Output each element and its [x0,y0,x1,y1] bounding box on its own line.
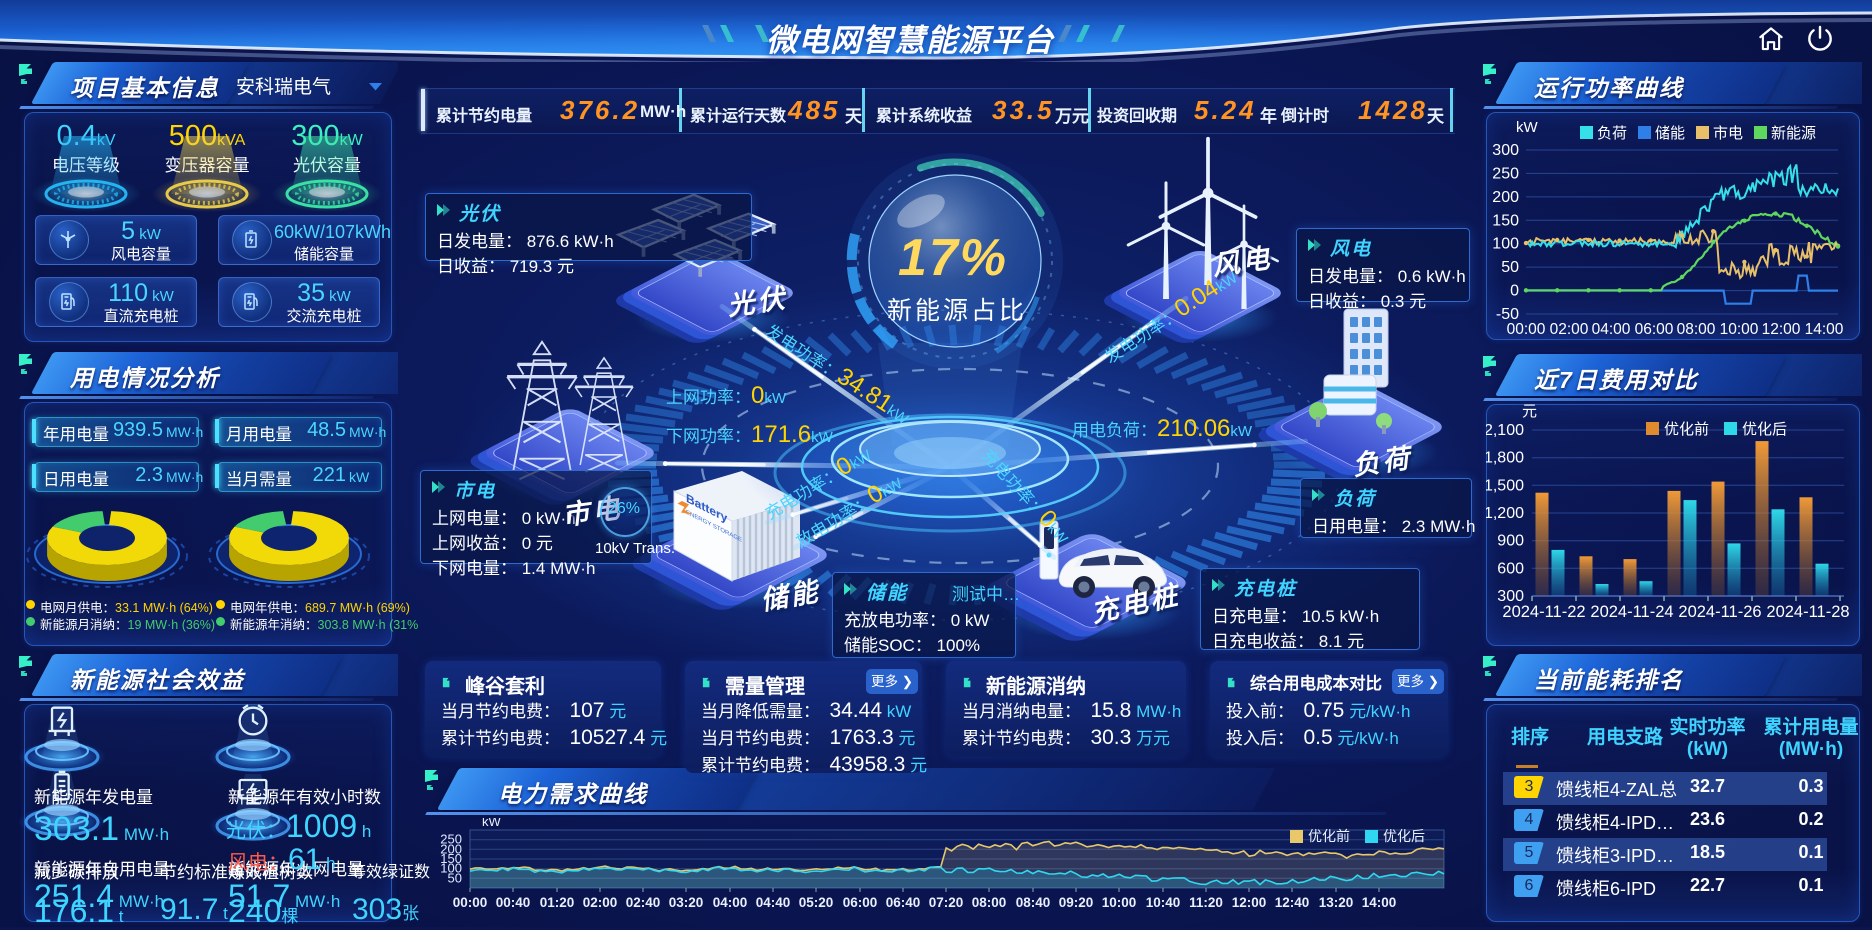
svg-text:05:20: 05:20 [799,895,834,910]
svg-text:03:20: 03:20 [669,895,704,910]
svg-text:12:00: 12:00 [1232,895,1267,910]
svg-text:08:00: 08:00 [1677,321,1716,338]
svg-text:10:00: 10:00 [1102,895,1137,910]
svg-text:01:20: 01:20 [540,895,575,910]
svg-text:市电: 市电 [1713,125,1743,142]
svg-text:17%: 17% [898,229,1008,287]
svg-text:12:00: 12:00 [1762,321,1801,338]
svg-text:2024-11-24: 2024-11-24 [1590,603,1673,621]
svg-text:1,200: 1,200 [1486,505,1524,522]
svg-text:200: 200 [1492,189,1519,206]
svg-text:新能源: 新能源 [1771,125,1816,142]
svg-text:02:40: 02:40 [626,895,661,910]
svg-text:200: 200 [440,841,462,856]
svg-text:14:00: 14:00 [1805,321,1844,338]
svg-text:11:20: 11:20 [1189,895,1223,910]
svg-text:-50: -50 [1496,306,1519,323]
svg-text:00:00: 00:00 [1507,321,1546,338]
svg-text:600: 600 [1497,560,1524,577]
svg-text:10:40: 10:40 [1146,895,1181,910]
svg-text:2024-11-28: 2024-11-28 [1766,603,1849,621]
svg-text:0: 0 [1510,283,1519,300]
svg-text:100: 100 [440,861,462,876]
svg-text:00:00: 00:00 [453,895,488,910]
svg-text:09:20: 09:20 [1059,895,1094,910]
svg-text:06:40: 06:40 [886,895,921,910]
svg-text:04:00: 04:00 [713,895,748,910]
svg-text:250: 250 [440,832,462,847]
svg-text:储能: 储能 [1655,125,1685,142]
svg-text:150: 150 [440,851,462,866]
svg-text:优化后: 优化后 [1383,828,1425,844]
svg-text:新能源占比: 新能源占比 [887,297,1027,325]
svg-text:2024-11-22: 2024-11-22 [1502,603,1585,621]
svg-text:12:40: 12:40 [1275,895,1310,910]
svg-text:kW: kW [482,818,502,829]
svg-text:负荷: 负荷 [1597,125,1627,142]
svg-text:2,100: 2,100 [1486,422,1524,439]
svg-text:优化前: 优化前 [1308,828,1350,844]
svg-text:优化后: 优化后 [1742,421,1787,438]
svg-text:优化前: 优化前 [1664,421,1709,438]
svg-text:06:00: 06:00 [843,895,878,910]
svg-text:1,800: 1,800 [1486,450,1524,467]
svg-text:02:00: 02:00 [583,895,618,910]
svg-text:300: 300 [1492,142,1519,159]
svg-text:1,500: 1,500 [1486,477,1524,494]
svg-text:13:20: 13:20 [1319,895,1354,910]
svg-text:900: 900 [1497,533,1524,550]
svg-text:02:00: 02:00 [1550,321,1589,338]
svg-text:2024-11-26: 2024-11-26 [1678,603,1761,621]
svg-text:06:00: 06:00 [1635,321,1674,338]
svg-text:04:40: 04:40 [756,895,791,910]
svg-text:00:40: 00:40 [496,895,531,910]
svg-text:07:20: 07:20 [929,895,964,910]
svg-text:100: 100 [1492,236,1519,253]
svg-text:14:00: 14:00 [1362,895,1397,910]
svg-text:300: 300 [1497,588,1524,605]
svg-text:kW: kW [1516,119,1539,136]
svg-text:04:00: 04:00 [1592,321,1631,338]
svg-text:50: 50 [1501,259,1519,276]
svg-text:08:00: 08:00 [972,895,1007,910]
svg-text:08:40: 08:40 [1016,895,1051,910]
svg-text:元: 元 [1522,404,1537,420]
svg-text:50: 50 [448,870,462,885]
svg-text:150: 150 [1492,212,1519,229]
svg-text:250: 250 [1492,165,1519,182]
svg-text:10:00: 10:00 [1720,321,1759,338]
